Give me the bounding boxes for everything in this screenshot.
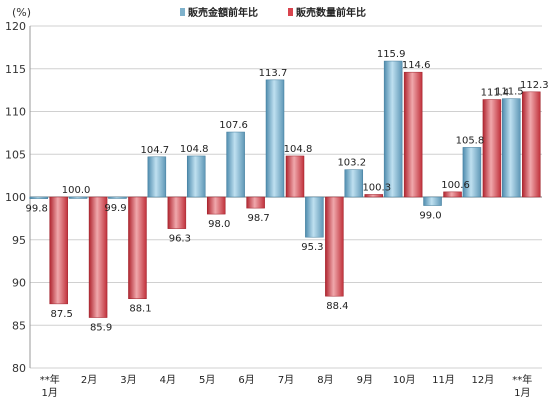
sales-value-bar	[423, 196, 442, 206]
sales-value-bar	[108, 196, 127, 199]
x-tick-label: 6月	[238, 374, 254, 386]
sales-volume-bar	[482, 99, 502, 198]
sales-volume-bar	[167, 196, 187, 229]
data-label: 104.7	[141, 145, 170, 156]
y-tick-label: 115	[5, 63, 26, 76]
x-tick-label: 11月	[432, 374, 455, 386]
y-tick-label: 100	[5, 191, 26, 204]
data-label: 113.7	[259, 68, 288, 79]
sales-volume-bar	[88, 196, 108, 318]
sales-value-bar	[68, 196, 88, 199]
sales-value-bar	[344, 169, 364, 198]
data-label: 100.0	[62, 185, 91, 196]
data-label: 87.5	[51, 309, 73, 320]
x-tick-label: 9月	[357, 374, 373, 386]
data-label: 95.3	[301, 242, 323, 253]
data-label: 111.5	[495, 87, 524, 98]
x-tick-label: **年	[40, 373, 60, 386]
sales-volume-bar	[128, 196, 147, 299]
sales-value-bar	[186, 155, 206, 198]
sales-value-bar	[226, 131, 245, 198]
data-label: 104.8	[284, 144, 313, 155]
sales-volume-bar	[206, 196, 226, 215]
data-label: 99.0	[419, 211, 441, 222]
data-label: 103.2	[337, 158, 366, 169]
sales-volume-bar	[285, 155, 305, 198]
legend: 販売金額前年比 販売数量前年比	[180, 6, 366, 19]
x-tick-label: 1月	[42, 387, 58, 399]
sales-volume-bar	[364, 194, 384, 198]
x-tick-label: 3月	[120, 374, 136, 386]
y-tick-label: 85	[12, 319, 26, 332]
y-tick-label: 110	[5, 106, 26, 119]
legend-label: 販売数量前年比	[296, 6, 366, 19]
sales-volume-bar	[49, 196, 68, 305]
data-label: 98.0	[208, 219, 230, 230]
data-label: 107.6	[219, 120, 248, 131]
y-axis-unit: (%)	[12, 6, 31, 19]
y-tick-label: 120	[5, 20, 26, 33]
data-labels: 99.8 100.0 99.9 104.7 104.8 107.6 113.7 95.3 103…	[26, 49, 549, 334]
x-tick-label: 8月	[317, 374, 333, 386]
x-tick-label: 10月	[393, 374, 416, 386]
x-tick-label: 4月	[160, 374, 176, 386]
data-label: 99.9	[104, 203, 126, 214]
x-tick-label: 12月	[472, 374, 495, 386]
bars	[29, 60, 541, 318]
data-label: 112.3	[520, 80, 549, 91]
legend-swatch	[288, 8, 293, 16]
sales-value-bar	[147, 156, 167, 198]
sales-value-bar	[305, 196, 324, 238]
data-label: 115.9	[377, 49, 406, 60]
data-label: 114.6	[402, 60, 431, 71]
data-label: 85.9	[90, 323, 112, 334]
sales-volume-bar	[522, 91, 541, 198]
data-label: 105.8	[456, 135, 485, 146]
x-tick-label: 7月	[278, 374, 294, 386]
y-axis-ticks: 80 85 90 95 100 105 110 115 120	[5, 20, 26, 375]
sales-value-bar	[502, 98, 521, 198]
x-tick-label: **年	[512, 373, 532, 386]
sales-value-bar	[383, 60, 403, 198]
y-tick-label: 95	[12, 234, 26, 247]
sales-volume-bar	[443, 191, 462, 198]
sales-value-bar	[265, 79, 285, 198]
data-label: 96.3	[169, 234, 191, 245]
x-tick-label: 5月	[199, 374, 215, 386]
data-label: 104.8	[180, 144, 209, 155]
y-tick-label: 90	[12, 277, 26, 290]
data-label: 111.4	[481, 88, 510, 99]
sales-volume-bar	[325, 196, 344, 297]
sales-value-bar	[462, 147, 482, 198]
data-label: 99.8	[26, 204, 48, 215]
data-label: 98.7	[247, 213, 269, 224]
y-tick-label: 105	[5, 148, 26, 161]
sales-volume-bar	[403, 71, 423, 198]
legend-label: 販売金額前年比	[188, 6, 258, 19]
x-tick-label: 1月	[514, 387, 530, 399]
sales-volume-bar	[246, 196, 265, 209]
legend-swatch	[180, 8, 185, 16]
data-label: 88.4	[326, 301, 348, 312]
data-label: 100.3	[362, 182, 391, 193]
y-tick-label: 80	[12, 362, 26, 375]
data-label: 88.1	[129, 304, 151, 315]
data-label: 100.6	[441, 180, 470, 191]
x-tick-label: 2月	[81, 374, 97, 386]
sales-value-bar	[29, 196, 48, 199]
